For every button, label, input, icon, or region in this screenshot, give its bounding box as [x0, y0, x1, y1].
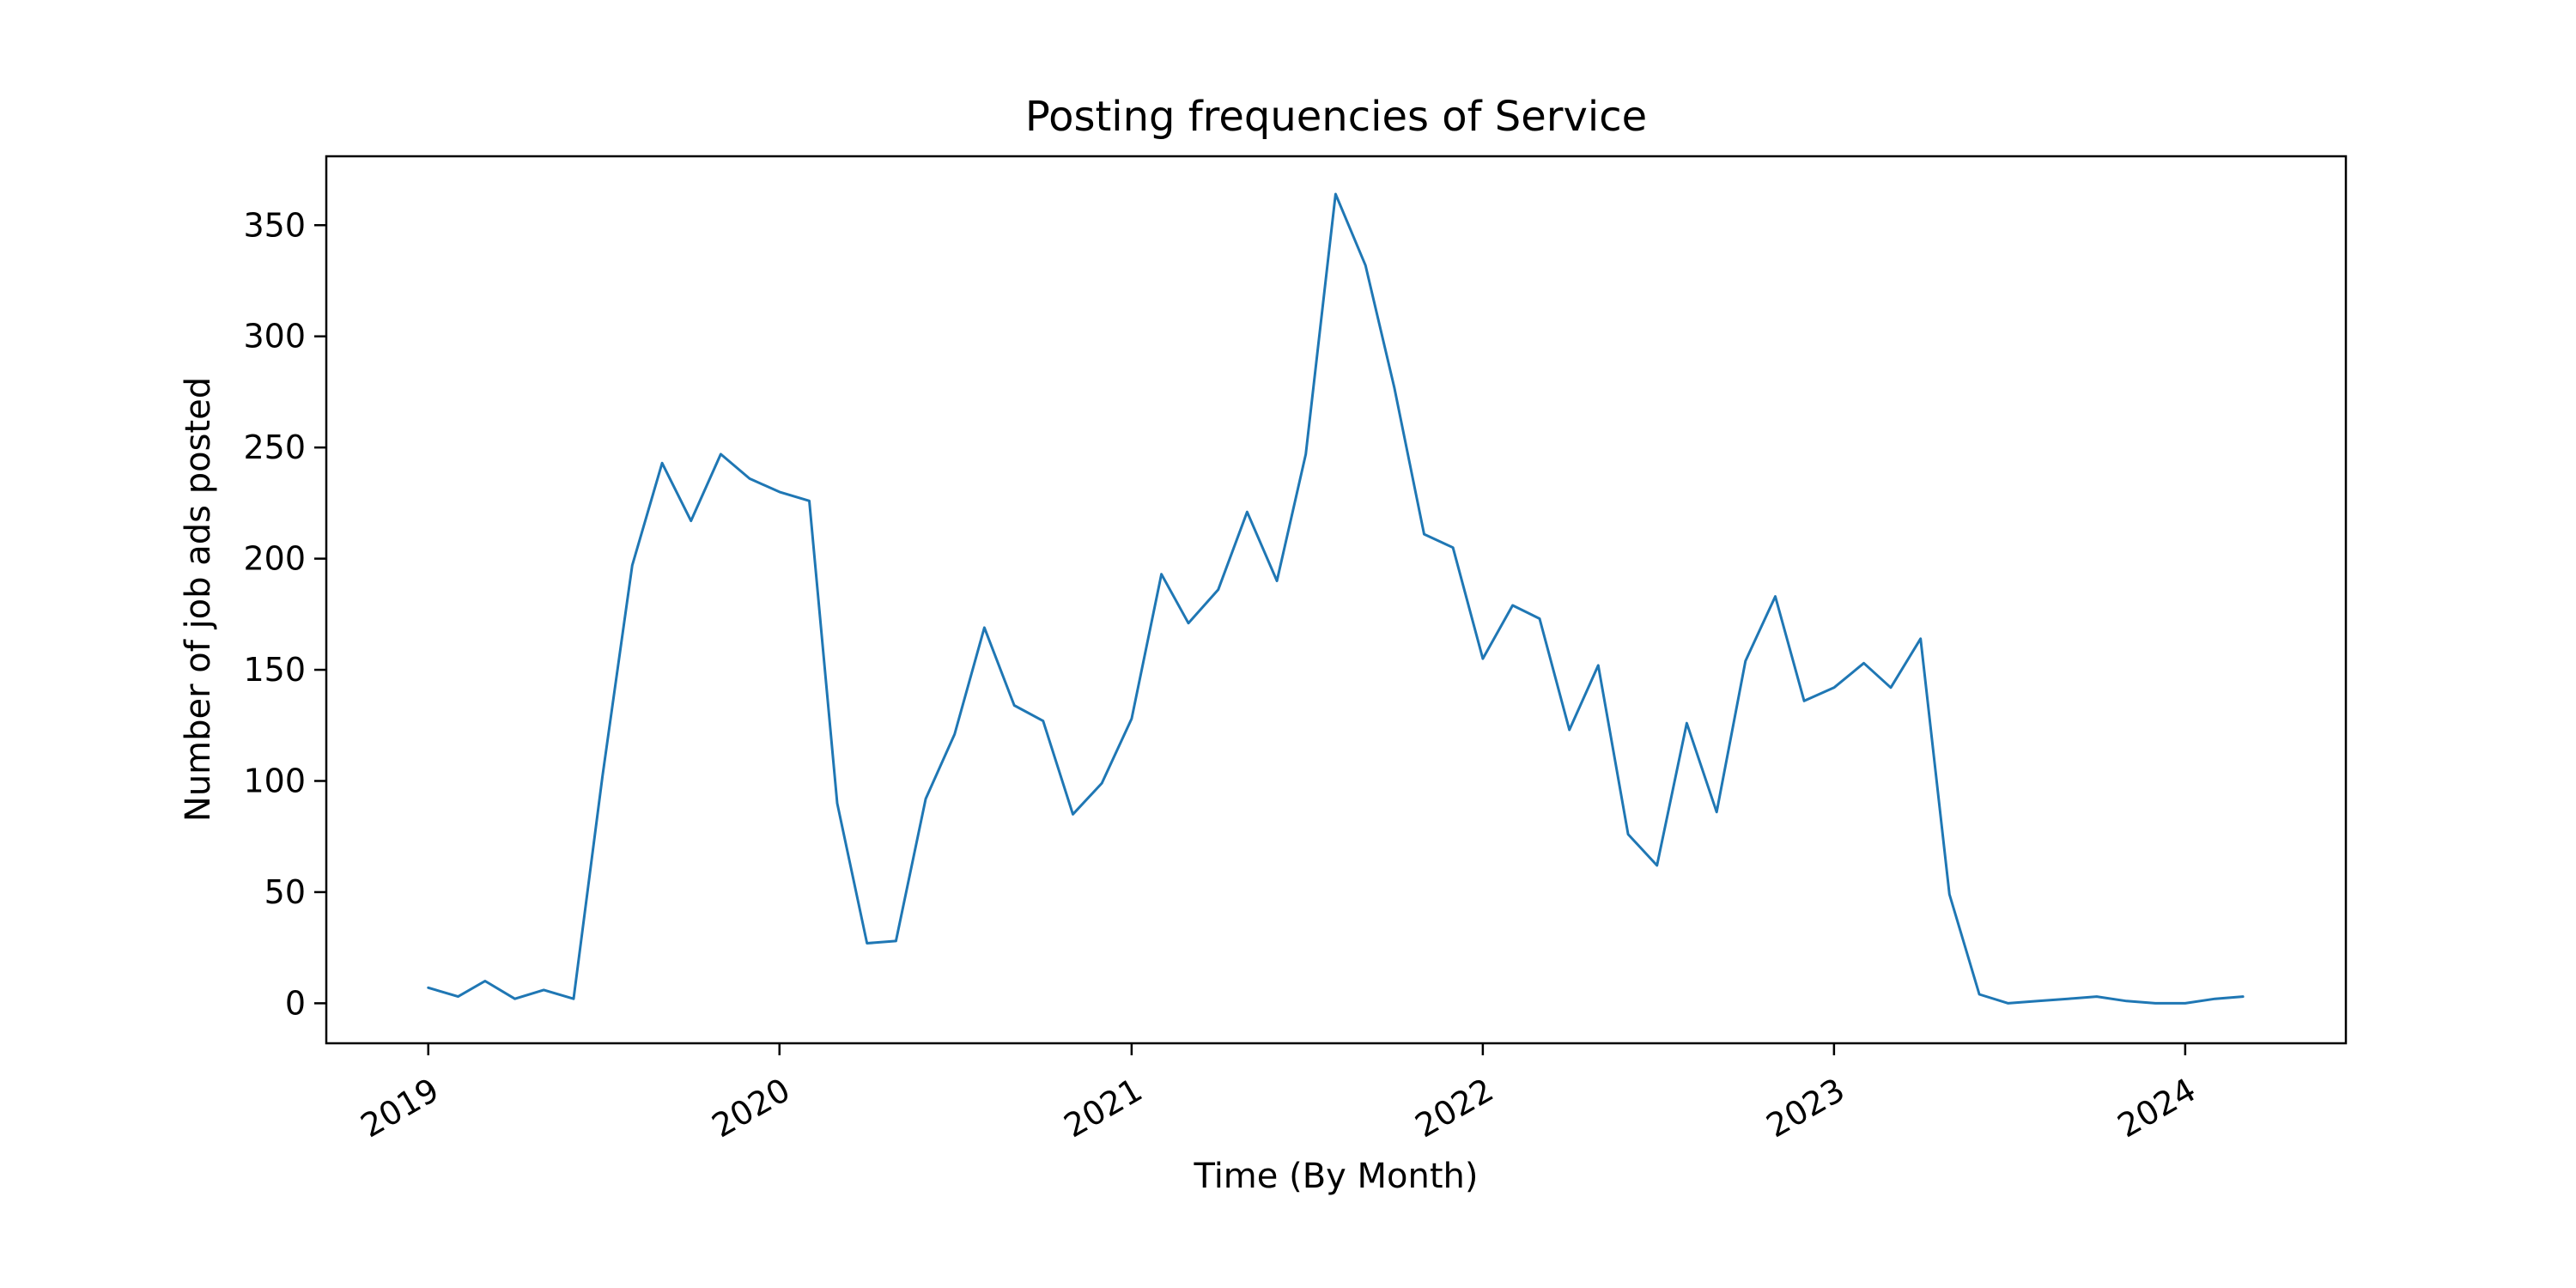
y-tick-label: 300 — [243, 318, 306, 355]
x-tick-label: 2024 — [2111, 1071, 2202, 1145]
x-tick-label: 2020 — [706, 1071, 797, 1145]
y-axis-label: Number of job ads posted — [179, 377, 218, 822]
x-tick-label: 2021 — [1058, 1071, 1149, 1145]
chart-title: Posting frequencies of Service — [1025, 93, 1647, 141]
x-axis-label: Time (By Month) — [1193, 1157, 1478, 1196]
y-tick-label: 100 — [243, 762, 306, 800]
y-axis: 0 50 100 150 200 250 300 350 — [243, 206, 326, 1022]
y-tick-label: 250 — [243, 428, 306, 466]
series-layer — [427, 192, 2245, 1005]
y-tick-label: 350 — [243, 206, 306, 244]
x-tick-label: 2019 — [355, 1071, 446, 1145]
x-tick-label: 2022 — [1409, 1071, 1500, 1145]
series-line — [427, 192, 2245, 1005]
y-tick-label: 150 — [243, 651, 306, 689]
x-tick-label: 2023 — [1760, 1071, 1851, 1145]
y-tick-label: 50 — [264, 873, 306, 911]
y-tick-label: 200 — [243, 540, 306, 578]
plot-frame — [325, 155, 2348, 1045]
x-axis: 2019 2020 2021 2022 2023 2024 — [355, 1043, 2202, 1145]
y-tick-label: 0 — [285, 984, 306, 1022]
